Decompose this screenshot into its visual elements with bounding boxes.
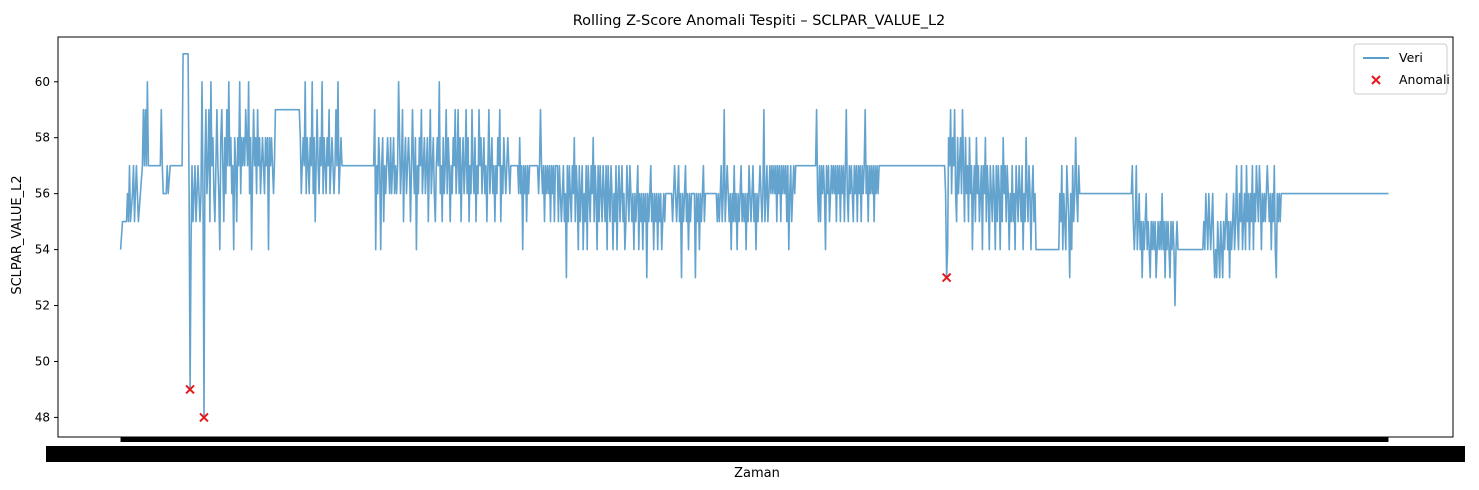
- series-line-veri: [119, 53, 1389, 419]
- legend: Veri Anomali: [1353, 43, 1450, 95]
- x-tick-labels-band: [46, 446, 1465, 462]
- anomaly-point-stroke: [185, 384, 195, 395]
- plot-area: 48 50 52 54 56 58 60: [35, 36, 1465, 462]
- legend-marker-anomali: [1371, 75, 1381, 85]
- x-axis-label: Zaman: [734, 466, 780, 481]
- chart-title: Rolling Z-Score Anomali Tespiti – SCLPAR…: [573, 13, 946, 29]
- anomaly-point-stroke: [941, 272, 952, 283]
- y-tick-label: 58: [35, 131, 50, 145]
- legend-label-veri: Veri: [1399, 50, 1423, 65]
- y-tick-label: 60: [35, 75, 50, 89]
- y-tick-label: 50: [35, 354, 50, 368]
- anomaly-point: [941, 272, 952, 283]
- y-tick-label: 52: [35, 299, 50, 313]
- legend-label-anomali: Anomali: [1399, 72, 1450, 87]
- y-tick-label: 56: [35, 187, 50, 201]
- anomaly-point-stroke: [199, 412, 209, 423]
- y-axis-label: SCLPAR_VALUE_L2: [10, 175, 25, 294]
- y-tick-label: 54: [35, 243, 50, 257]
- anomaly-point: [199, 412, 209, 423]
- y-tick-label: 48: [35, 410, 50, 424]
- x-tick-marks-band: [120, 437, 1389, 442]
- anomaly-point: [185, 384, 195, 395]
